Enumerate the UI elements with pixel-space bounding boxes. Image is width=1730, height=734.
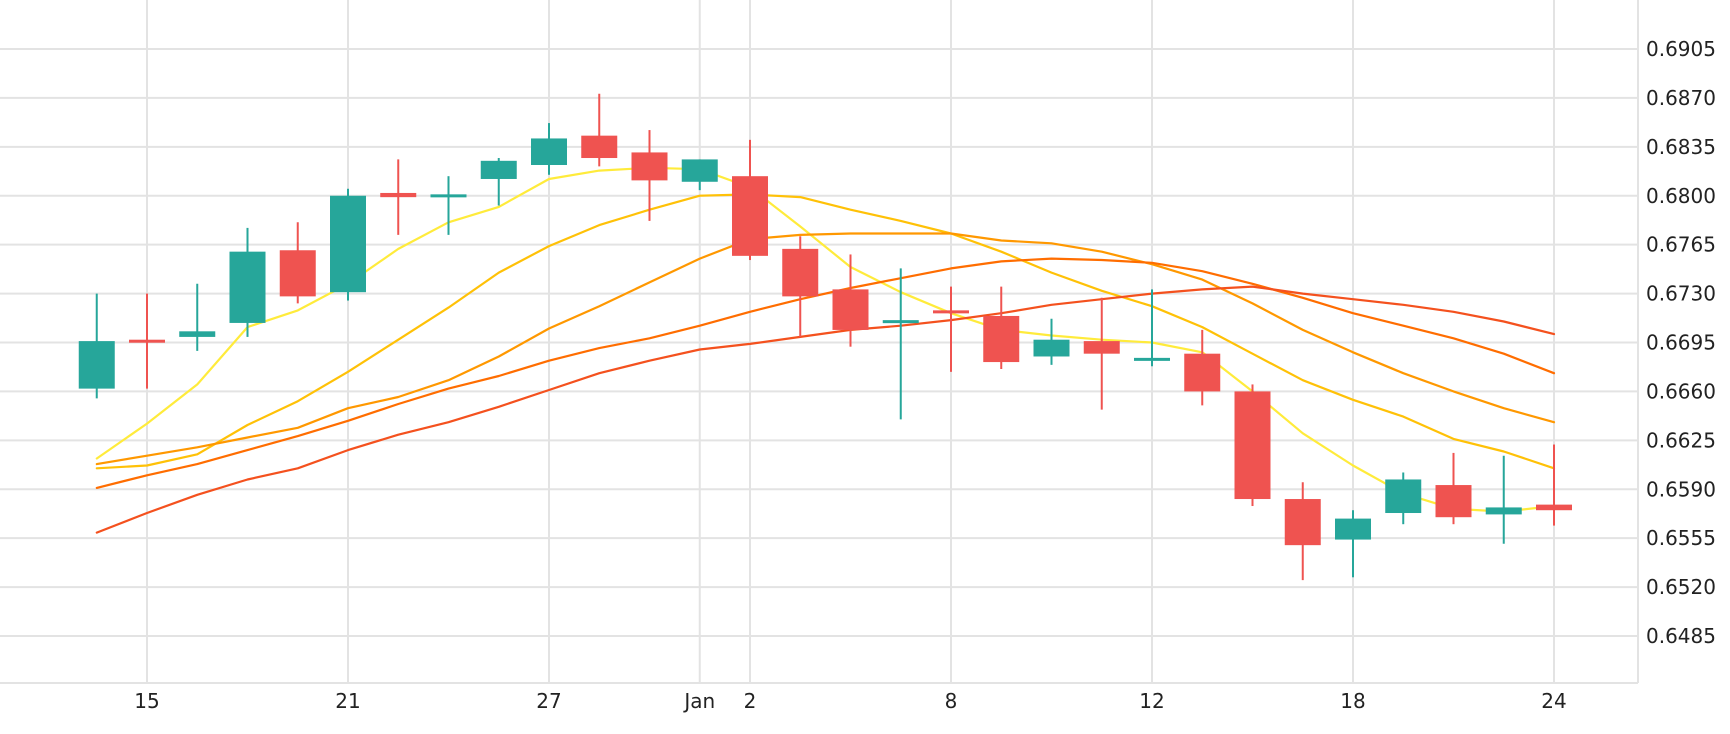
y-tick-label: 0.6800: [1646, 184, 1716, 208]
y-tick-label: 0.6520: [1646, 575, 1716, 599]
x-tick-label: 21: [335, 689, 360, 713]
moving-average-layer: [95, 166, 1556, 534]
candle-body: [430, 194, 467, 198]
candle: [129, 293, 165, 389]
candle: [1536, 444, 1572, 526]
candle-body: [1284, 499, 1321, 546]
y-tick-label: 0.6905: [1646, 37, 1716, 61]
candle: [681, 159, 718, 191]
x-tick-label: Jan: [682, 689, 715, 713]
candle: [882, 268, 919, 420]
y-tick-label: 0.6765: [1646, 233, 1716, 257]
candle-body: [380, 192, 417, 198]
moving-average-line: [95, 285, 1556, 534]
x-tick-label: 15: [134, 689, 159, 713]
y-tick-label: 0.6485: [1646, 624, 1716, 648]
candle-body: [1335, 518, 1371, 540]
candle: [179, 283, 216, 351]
y-tick-label: 0.6870: [1646, 86, 1716, 110]
y-tick-label: 0.6625: [1646, 428, 1716, 452]
candle-body: [229, 251, 266, 323]
candle-body: [933, 310, 969, 314]
x-tick-label: 2: [744, 689, 757, 713]
candle: [480, 158, 517, 206]
candle-body: [1083, 341, 1120, 354]
candle-body: [983, 315, 1020, 363]
candle-body: [681, 159, 718, 182]
moving-average-line: [95, 232, 1556, 466]
candle-body: [1485, 507, 1522, 515]
y-tick-label: 0.6590: [1646, 477, 1716, 501]
moving-average-line: [95, 166, 1556, 513]
grid-layer: [0, 0, 1639, 684]
candle: [330, 188, 366, 301]
candle: [732, 139, 768, 261]
candle-body: [129, 339, 165, 343]
candle-body: [531, 138, 567, 166]
candle-body: [631, 152, 668, 181]
candle-body: [1385, 479, 1422, 514]
candle-body: [179, 331, 216, 337]
candle: [229, 227, 266, 337]
x-tick-label: 18: [1340, 689, 1365, 713]
candle-body: [581, 135, 618, 159]
candle: [1435, 452, 1472, 525]
x-tick-label: 8: [945, 689, 958, 713]
candle: [983, 286, 1020, 370]
x-tick-label: 27: [536, 689, 561, 713]
candle: [933, 286, 969, 372]
candle: [279, 222, 316, 304]
candle: [1134, 289, 1170, 367]
moving-average-line: [95, 257, 1556, 489]
candle-body: [1033, 339, 1070, 357]
candle: [1083, 297, 1120, 410]
candle-body: [330, 195, 366, 293]
candle-body: [732, 176, 768, 256]
candle: [1284, 482, 1321, 581]
candle-body: [782, 248, 819, 297]
y-tick-label: 0.6555: [1646, 526, 1716, 550]
y-tick-label: 0.6730: [1646, 282, 1716, 306]
candle: [1335, 510, 1371, 578]
y-tick-label: 0.6660: [1646, 379, 1716, 403]
y-tick-label: 0.6835: [1646, 135, 1716, 159]
x-tick-label: 12: [1139, 689, 1164, 713]
candle: [631, 130, 668, 221]
moving-average-line: [95, 193, 1556, 470]
candle-body: [1234, 391, 1271, 500]
candle: [380, 159, 417, 235]
x-tick-label: 24: [1541, 689, 1566, 713]
candle: [1184, 329, 1221, 406]
candle-body: [832, 289, 869, 330]
candle: [1385, 472, 1422, 525]
candles-layer: [78, 93, 1572, 581]
candle-body: [882, 320, 919, 324]
axis-labels-layer: 0.6905 0.6870 0.6835 0.6800 0.6765 0.6730 0.66…: [134, 37, 1716, 713]
candle: [1485, 455, 1522, 544]
candle-body: [78, 341, 115, 389]
candle: [531, 123, 567, 175]
candle: [1033, 318, 1070, 365]
candle: [782, 236, 819, 337]
candle: [832, 254, 869, 347]
y-tick-label: 0.6695: [1646, 331, 1716, 355]
candle: [430, 176, 467, 235]
candle: [78, 293, 115, 399]
candle: [581, 93, 618, 167]
candle-body: [1536, 504, 1572, 511]
candle-body: [480, 160, 517, 179]
candle-body: [1134, 357, 1170, 361]
candle-body: [279, 250, 316, 297]
candle-body: [1184, 353, 1221, 392]
candle: [1234, 384, 1271, 507]
candle-body: [1435, 485, 1472, 518]
